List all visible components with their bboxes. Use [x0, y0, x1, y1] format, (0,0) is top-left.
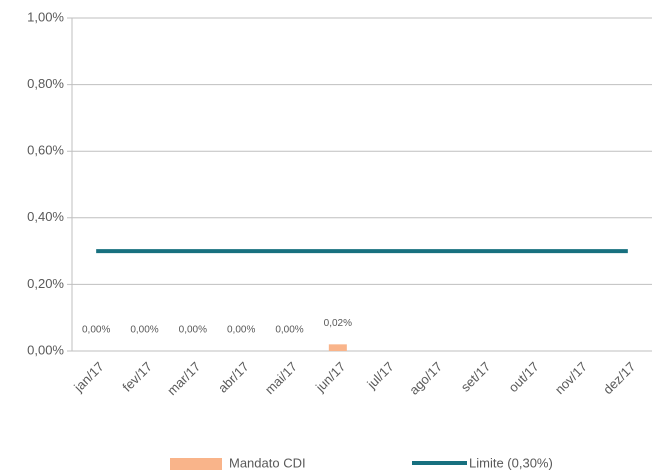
x-tick-label: nov/17 [552, 359, 590, 397]
data-label: 0,00% [179, 325, 207, 336]
y-tick-label: 1,00% [27, 9, 64, 24]
x-tick-label: abr/17 [215, 359, 252, 396]
x-tick-label: set/17 [458, 359, 494, 395]
y-tick-label: 0,80% [27, 76, 64, 91]
data-label: 0,00% [130, 325, 158, 336]
legend-label: Limite (0,30%) [469, 455, 553, 470]
x-tick-label: fev/17 [119, 359, 155, 395]
y-tick-label: 0,60% [27, 143, 64, 158]
x-tick-label: jun/17 [312, 359, 348, 395]
x-tick-label: dez/17 [600, 359, 638, 397]
data-label: 0,00% [275, 325, 303, 336]
x-tick-label: out/17 [506, 359, 542, 395]
y-tick-label: 0,40% [27, 209, 64, 224]
x-tick-label: jan/17 [70, 359, 106, 395]
data-label: 0,02% [324, 318, 352, 329]
y-tick-label: 0,20% [27, 276, 64, 291]
data-label: 0,00% [82, 325, 110, 336]
x-tick-label: ago/17 [406, 359, 445, 398]
x-tick-label: mar/17 [164, 359, 203, 398]
legend-label: Mandato CDI [229, 455, 306, 470]
x-tick-label: mai/17 [262, 359, 300, 397]
bar [328, 344, 347, 351]
x-tick-label: jul/17 [363, 359, 396, 392]
y-tick-label: 0,00% [27, 342, 64, 357]
legend-swatch [170, 458, 222, 470]
data-label: 0,00% [227, 325, 255, 336]
